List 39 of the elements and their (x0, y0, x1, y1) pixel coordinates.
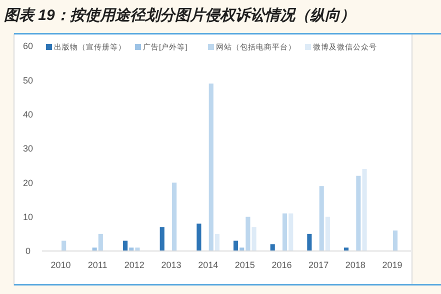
bar (208, 84, 214, 251)
bar (62, 240, 66, 251)
y-tick-label: 0 (25, 246, 31, 256)
x-tick-label: 2012 (124, 260, 144, 270)
x-tick-label: 2019 (382, 260, 402, 270)
y-tick-label: 60 (22, 41, 34, 52)
bar (160, 227, 164, 251)
bar (392, 230, 398, 251)
bar (282, 213, 288, 251)
bar (172, 182, 177, 251)
bar (246, 216, 250, 251)
bar (252, 227, 256, 251)
bar (98, 234, 103, 251)
bar (356, 176, 361, 251)
bar (288, 213, 294, 251)
y-tick-label: 20 (22, 178, 34, 188)
x-tick-label: 2011 (88, 260, 108, 270)
bar (196, 224, 202, 251)
x-tick-label: 2015 (234, 260, 255, 270)
bar (214, 234, 220, 251)
bar (135, 248, 140, 251)
bar (123, 240, 128, 251)
y-tick-label: 10 (22, 212, 34, 222)
bar (270, 244, 275, 251)
chart-title: 图表 19：按使用途径划分图片侵权诉讼情况（纵向） (4, 7, 355, 24)
bar (325, 216, 330, 251)
bar (362, 169, 367, 251)
x-tick-label: 2017 (308, 260, 329, 270)
x-tick-label: 2013 (161, 260, 182, 270)
bar (233, 240, 238, 251)
y-tick-label: 40 (22, 109, 34, 120)
bar (307, 234, 312, 251)
y-tick-label: 50 (22, 75, 34, 86)
x-tick-label: 2018 (345, 260, 366, 270)
bar (319, 186, 324, 251)
x-tick-label: 2014 (198, 260, 218, 270)
x-tick-label: 2016 (272, 260, 292, 270)
y-tick-label: 30 (22, 144, 34, 154)
x-tick-label: 2010 (50, 260, 71, 270)
